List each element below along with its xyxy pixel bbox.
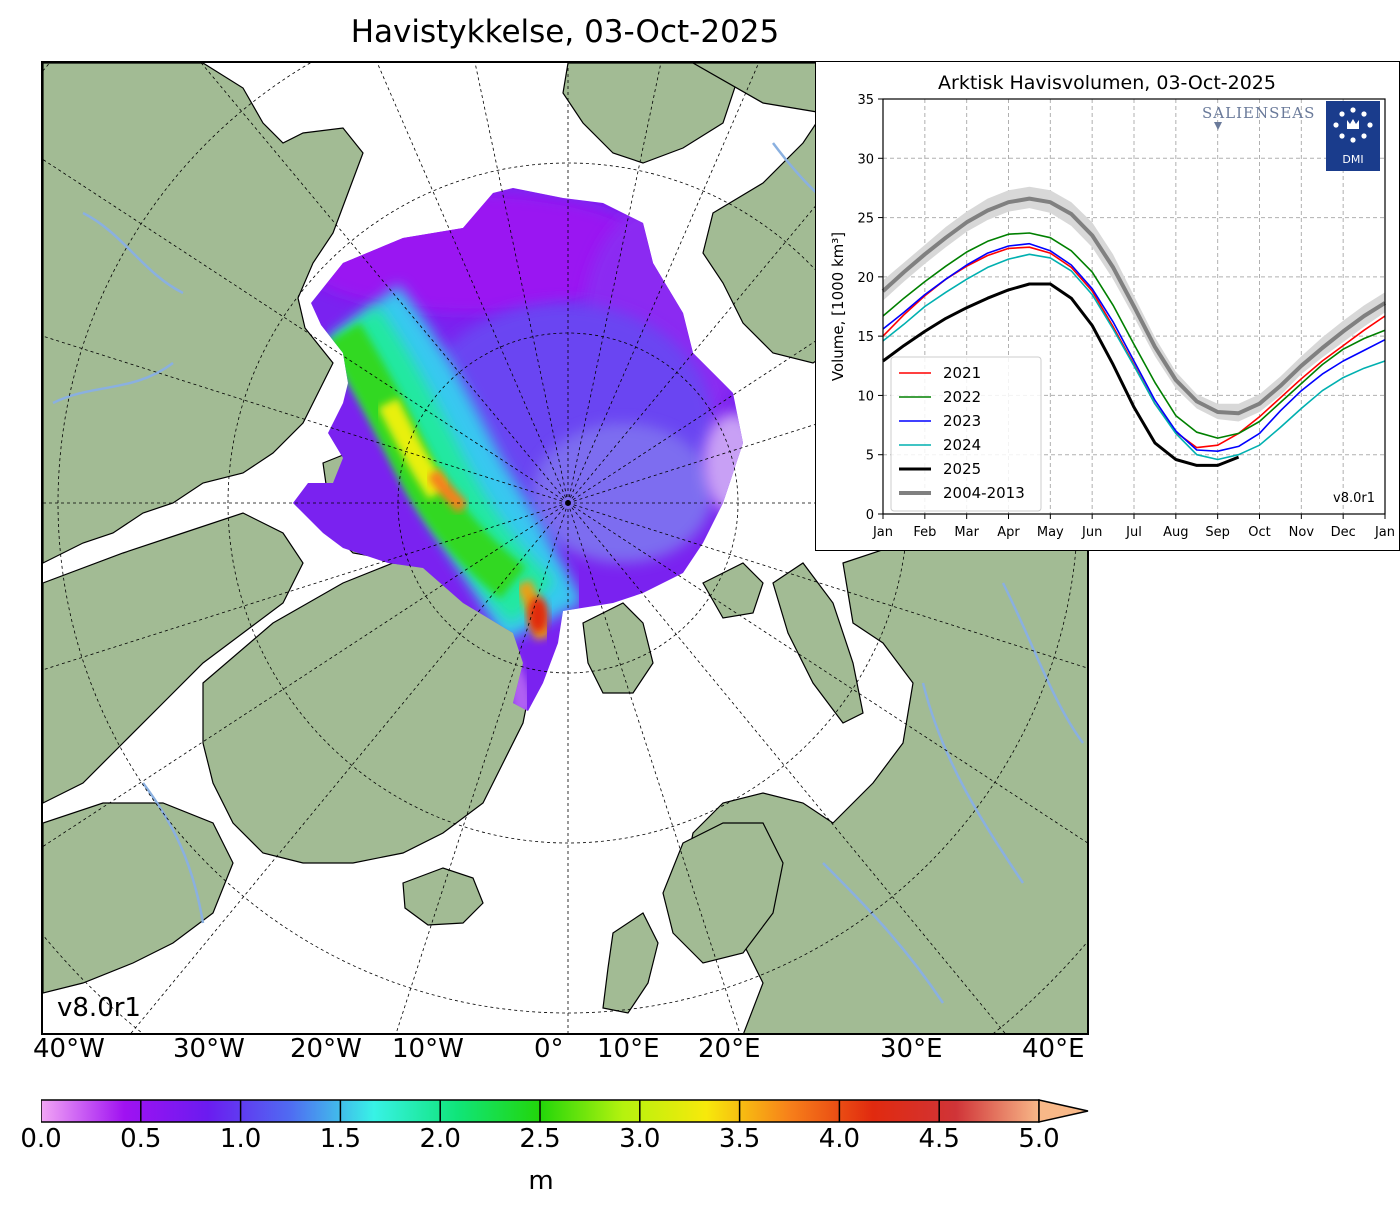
legend-label-2004-2013: 2004-2013 — [943, 484, 1025, 502]
y-tick-label: 30 — [857, 152, 874, 167]
chart-body: Jan Feb Mar Apr May Jun Jul Aug Sep Oct Nov Dec Jan 0… — [829, 93, 1395, 540]
salienseas-logo: SALIENSEAS — [1202, 104, 1315, 130]
lon-label-20w: 20°W — [290, 1034, 362, 1064]
colorbar-tick-label: 3.5 — [718, 1124, 761, 1154]
x-tick-label: Apr — [997, 525, 1020, 540]
y-axis-label: Volume, [1000 km³] — [829, 232, 847, 381]
chart-version-label: v8.0r1 — [1333, 491, 1375, 506]
land-novaya-zemlya — [772, 562, 864, 724]
colorbar-tick-label: 2.5 — [519, 1124, 561, 1154]
series-line-2022 — [882, 232, 1386, 439]
lon-label-30e: 30°E — [880, 1034, 943, 1064]
x-tick-label: Nov — [1289, 525, 1315, 540]
x-tick-label: Oct — [1248, 525, 1270, 540]
map-title: Havistykkelse, 03-Oct-2025 — [350, 14, 780, 50]
legend-label-2025: 2025 — [943, 460, 981, 478]
legend-label-2021: 2021 — [943, 364, 981, 382]
x-tick-label: Mar — [954, 525, 979, 540]
series-line-2004-2013 — [881, 196, 1387, 416]
y-tick-label: 35 — [857, 93, 874, 108]
colorbar-tick-label: 4.0 — [818, 1124, 861, 1154]
x-tick-label: May — [1037, 525, 1064, 540]
salienseas-logo-text: SALIENSEAS — [1202, 104, 1315, 122]
legend-box — [890, 356, 1042, 512]
land-iceland — [402, 867, 484, 926]
land-uk — [602, 912, 659, 1014]
series-line-2024 — [882, 253, 1386, 461]
volume-chart: Arktisk Havisvolumen, 03-Oct-2025 Jan Feb… — [829, 72, 1395, 540]
legend-label-2022: 2022 — [943, 388, 981, 406]
y-tick-label: 10 — [857, 389, 874, 404]
land-svalbard — [582, 602, 654, 694]
salienseas-logo-mark — [1214, 122, 1222, 130]
x-tick-label: Aug — [1163, 525, 1188, 540]
x-tick-label: Jun — [1081, 525, 1102, 540]
land-north-top-right — [562, 63, 744, 164]
legend-label-2023: 2023 — [943, 412, 981, 430]
x-tick-label: Jul — [1125, 525, 1142, 540]
x-tick-label: Jan — [872, 525, 893, 540]
lon-label-0: 0° — [534, 1034, 564, 1064]
volume-chart-inset: Arktisk Havisvolumen, 03-Oct-2025 Jan Feb… — [815, 61, 1400, 551]
land-franz-josef — [702, 562, 764, 619]
y-tick-label: 0 — [866, 508, 874, 523]
colorbar-tick-label: 3.0 — [619, 1124, 661, 1154]
rivers — [52, 142, 1085, 1004]
lon-label-30w: 30°W — [173, 1034, 245, 1064]
colorbar-tick-label: 2.0 — [419, 1124, 461, 1154]
land-scandinavia — [662, 822, 784, 964]
x-tick-label: Feb — [913, 525, 936, 540]
colorbar-tick-label: 0.0 — [20, 1124, 62, 1154]
y-tick-label: 15 — [857, 330, 874, 345]
colorbar-extend-arrow — [1038, 1099, 1089, 1123]
legend-label-2024: 2024 — [943, 436, 981, 454]
chart-legend: 2021 2022 2023 2024 2025 2004-2013 — [890, 356, 1042, 512]
colorbar — [41, 1099, 1089, 1123]
colorbar-unit: m — [528, 1166, 554, 1196]
series-line-2025 — [882, 282, 1240, 467]
lon-label-10w: 10°W — [392, 1034, 464, 1064]
dmi-logo: DMI — [1326, 101, 1380, 171]
x-tick-label: Sep — [1205, 525, 1230, 540]
land-labrador — [43, 802, 234, 994]
map-version-label: v8.0r1 — [57, 993, 141, 1023]
x-tick-label: Jan — [1374, 525, 1395, 540]
x-tick-label: Dec — [1331, 525, 1356, 540]
y-tick-label: 5 — [866, 449, 874, 464]
y-tick-label: 25 — [857, 212, 874, 227]
lon-label-40e: 40°E — [1022, 1034, 1085, 1064]
dmi-logo-text: DMI — [1342, 153, 1363, 166]
colorbar-tick-label: 4.5 — [918, 1124, 960, 1154]
lon-label-20e: 20°E — [698, 1034, 761, 1064]
colorbar-tick-label: 5.0 — [1018, 1124, 1060, 1154]
colorbar-tick-label: 0.5 — [120, 1124, 162, 1154]
chart-title: Arktisk Havisvolumen, 03-Oct-2025 — [938, 72, 1276, 94]
series-line-2023 — [882, 242, 1386, 452]
colorbar-tick-label: 1.5 — [319, 1124, 362, 1154]
lon-label-40w: 40°W — [33, 1034, 105, 1064]
land-north-america — [43, 63, 364, 564]
y-tick-label: 20 — [857, 271, 874, 286]
colorbar-tick-label: 1.0 — [219, 1124, 262, 1154]
lon-label-10e: 10°E — [597, 1034, 660, 1064]
